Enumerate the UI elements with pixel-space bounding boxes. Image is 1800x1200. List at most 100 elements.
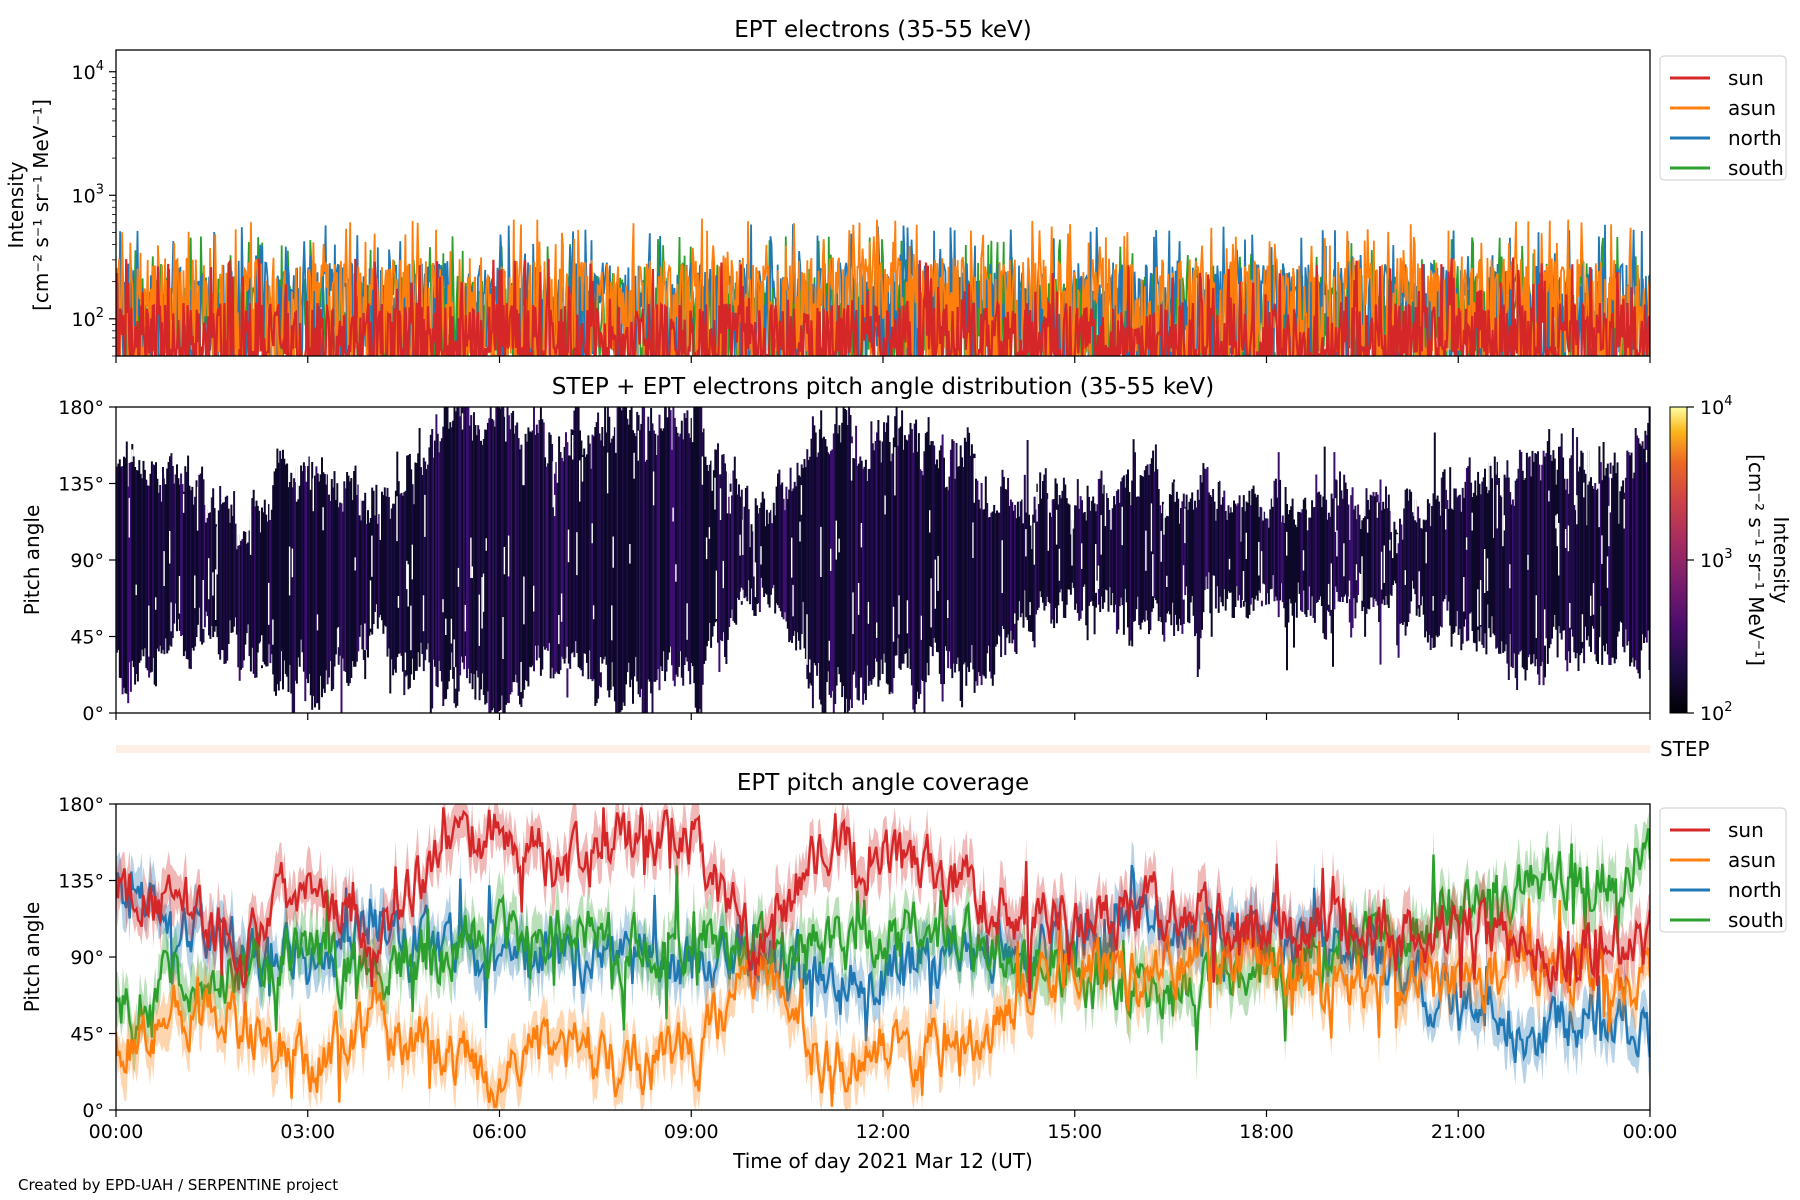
pad-bin xyxy=(979,508,982,677)
pad-bin xyxy=(1124,487,1127,589)
pad-bin xyxy=(1344,482,1347,595)
pad-bin xyxy=(884,432,887,663)
pad-bin xyxy=(894,416,897,656)
pad-bin xyxy=(813,425,816,663)
pad-bin xyxy=(1343,474,1346,597)
pad-bin xyxy=(1323,446,1326,639)
pad-bin xyxy=(949,449,952,669)
pad-bin xyxy=(435,414,438,687)
pad-gap xyxy=(1488,459,1491,491)
pad-bin xyxy=(537,433,540,646)
pad-bin xyxy=(771,500,774,589)
pad-bin xyxy=(1157,489,1160,622)
pad-gap xyxy=(533,585,535,612)
pad-bin xyxy=(786,499,789,629)
pad-gap xyxy=(1037,474,1040,504)
pad-bin xyxy=(526,441,528,682)
pad-bin xyxy=(895,407,898,656)
coverage-line-sun xyxy=(116,807,1650,999)
pad-bin xyxy=(1021,499,1024,614)
pad-bin xyxy=(136,470,139,682)
pad-gap xyxy=(1527,554,1530,570)
pad-bin xyxy=(1351,487,1354,629)
pad-gap xyxy=(740,587,743,602)
pad-bin xyxy=(938,450,941,674)
pad-bin xyxy=(976,480,979,686)
pad-bin xyxy=(1201,482,1203,630)
pad-bin xyxy=(379,514,382,615)
pad-bin xyxy=(852,458,855,675)
pad-bin xyxy=(945,486,948,651)
pad-bin xyxy=(199,473,202,642)
pad-bin xyxy=(381,491,383,621)
pad-gap xyxy=(404,652,407,671)
pad-bin xyxy=(1253,493,1256,600)
pad-gap xyxy=(753,526,756,577)
pad-gap xyxy=(1581,614,1584,642)
pad-bin xyxy=(1016,501,1019,621)
pad-bin xyxy=(1284,487,1287,628)
pad-bin xyxy=(1414,499,1417,595)
pad-bin xyxy=(509,429,512,695)
pad-bin xyxy=(796,462,799,633)
pad-bin xyxy=(714,449,717,623)
pad-bin xyxy=(1458,494,1461,629)
pad-bin xyxy=(1563,478,1566,631)
pad-gap xyxy=(1099,455,1102,479)
pad-bin xyxy=(651,423,654,713)
pad-bin xyxy=(1419,528,1422,606)
pad-bin xyxy=(559,452,562,671)
pad-gap xyxy=(322,507,325,531)
pad-bin xyxy=(117,463,120,650)
pad-bin xyxy=(991,511,994,686)
pad-bin xyxy=(138,460,141,663)
pad-bin xyxy=(994,513,997,647)
pad-bin xyxy=(344,488,347,672)
pad-gap xyxy=(1601,535,1604,564)
colorbar-tick-label: 102 xyxy=(1700,700,1732,725)
pad-bin xyxy=(408,453,411,688)
pad-bin xyxy=(673,417,676,687)
pad-gap xyxy=(1108,466,1111,510)
pad-gap xyxy=(1383,545,1386,583)
pad-gap xyxy=(1252,453,1255,486)
pad-bin xyxy=(586,454,588,663)
coverage-y-axis: 0° 45° 90° 135° 180° xyxy=(58,794,116,1122)
pad-bin xyxy=(1295,527,1298,618)
pad-gap xyxy=(1242,571,1245,602)
pad-gap xyxy=(1029,602,1032,616)
pad-bin xyxy=(205,509,208,612)
pad-bin xyxy=(1093,503,1096,635)
pad-bin xyxy=(712,470,715,627)
pad-bin xyxy=(1530,476,1533,665)
colorbar-tick-label: 103 xyxy=(1700,547,1732,572)
pad-bin xyxy=(428,447,431,663)
pad-bin xyxy=(1244,511,1247,602)
pad-bin xyxy=(1065,498,1068,605)
pad-bin xyxy=(337,507,340,665)
pad-bin xyxy=(1220,496,1223,603)
pad-bin xyxy=(1037,493,1040,608)
pad-bin xyxy=(392,503,395,676)
pad-bin xyxy=(1436,495,1439,638)
pad-bin xyxy=(719,474,722,641)
pad-bin xyxy=(1312,507,1315,618)
pad-bin xyxy=(955,443,958,664)
pad-bin xyxy=(1418,518,1421,617)
pad-bin xyxy=(141,478,144,650)
pad-bin xyxy=(420,467,422,643)
pad-bin xyxy=(659,428,662,667)
pad-bin xyxy=(1054,478,1057,609)
pad-gap xyxy=(1182,565,1185,600)
pad-bin xyxy=(560,457,563,657)
pad-bin xyxy=(715,449,718,622)
pad-gap xyxy=(485,538,488,551)
pad-bin xyxy=(1647,422,1650,631)
pad-bin xyxy=(920,470,923,680)
pad-gap xyxy=(1058,548,1061,581)
pad-bin xyxy=(926,431,929,663)
pad-bin xyxy=(194,496,197,647)
pad-bin xyxy=(1350,495,1353,638)
pad-bin xyxy=(1049,512,1051,604)
